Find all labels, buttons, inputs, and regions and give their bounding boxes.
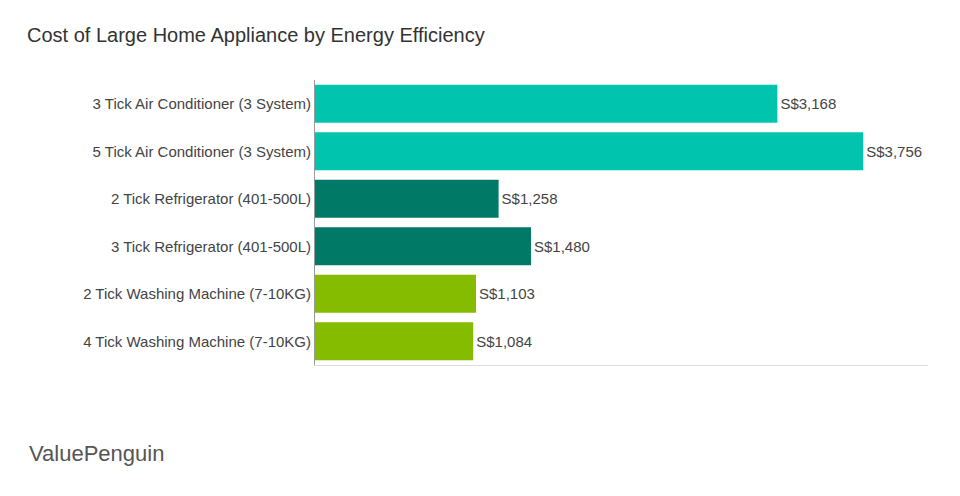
svg-text:3 Tick Refrigerator (401-500L): 3 Tick Refrigerator (401-500L) bbox=[111, 238, 311, 255]
svg-text:S$1,258: S$1,258 bbox=[502, 190, 558, 207]
svg-text:S$1,084: S$1,084 bbox=[476, 333, 532, 350]
svg-text:3 Tick Air Conditioner (3 Syst: 3 Tick Air Conditioner (3 System) bbox=[93, 95, 311, 112]
svg-text:2 Tick Washing Machine (7-10KG: 2 Tick Washing Machine (7-10KG) bbox=[83, 285, 311, 302]
svg-text:ValuePenguin: ValuePenguin bbox=[29, 441, 164, 466]
svg-text:5 Tick Air Conditioner (3 Syst: 5 Tick Air Conditioner (3 System) bbox=[93, 143, 311, 160]
svg-text:4 Tick Washing Machine (7-10KG: 4 Tick Washing Machine (7-10KG) bbox=[83, 333, 311, 350]
svg-text:S$3,756: S$3,756 bbox=[866, 143, 922, 160]
svg-text:S$3,168: S$3,168 bbox=[780, 95, 836, 112]
svg-text:Cost of Large Home Appliance b: Cost of Large Home Appliance by Energy E… bbox=[27, 24, 485, 46]
svg-text:S$1,480: S$1,480 bbox=[534, 238, 590, 255]
svg-text:S$1,103: S$1,103 bbox=[479, 285, 535, 302]
svg-text:2 Tick Refrigerator (401-500L): 2 Tick Refrigerator (401-500L) bbox=[111, 190, 311, 207]
